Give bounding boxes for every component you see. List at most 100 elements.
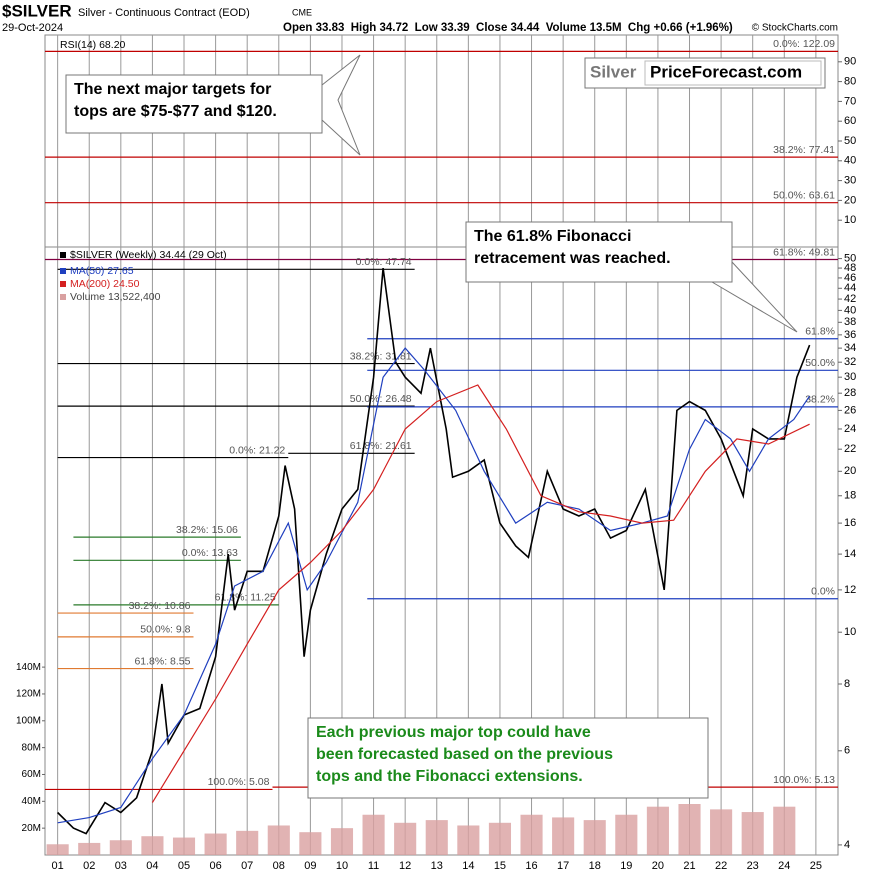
rsi-tick-label: 80 [844, 76, 856, 88]
y2-tick-label: 20M [22, 823, 41, 834]
rsi-tick-label: 90 [844, 56, 856, 68]
volume-bar [615, 814, 638, 855]
x-tick-label: 19 [620, 860, 632, 872]
volume-bar [236, 830, 259, 855]
x-tick-label: 05 [178, 860, 190, 872]
volume-bar [773, 806, 796, 855]
series-line [151, 384, 810, 803]
x-tick-label: 24 [778, 860, 790, 872]
callout-text: tops and the Fibonacci extensions. [316, 768, 583, 785]
rsi-tick-label: 10 [844, 214, 856, 226]
volume-bar [488, 822, 512, 855]
exchange: CME [292, 7, 312, 17]
series-line [57, 347, 811, 824]
volume-bar [678, 804, 701, 855]
volume-bar [46, 844, 69, 855]
logo-left: Silver [590, 62, 637, 81]
y-tick-label: 14 [844, 548, 856, 560]
y-tick-label: 38 [844, 316, 856, 328]
rsi-label: RSI(14) 68.20 [60, 39, 126, 51]
fib-label: 38.2%: 15.06 [176, 524, 238, 536]
fib-label: 0.0% [811, 586, 835, 598]
y-tick-label: 40 [844, 304, 856, 316]
rsi-tick-label: 20 [844, 194, 856, 206]
callout-box [65, 74, 323, 134]
volume-bar [330, 828, 354, 855]
fib-label: 38.2% [805, 394, 835, 406]
x-tick-label: 15 [494, 860, 506, 872]
y-tick-label: 34 [844, 342, 856, 354]
fib-label: 50.0% [805, 357, 835, 369]
volume-bar [204, 833, 227, 855]
volume-bar [362, 814, 385, 855]
y2-tick-label: 60M [22, 769, 41, 780]
y2-tick-label: 100M [16, 715, 41, 726]
callout-text: tops are $75-$77 and $120. [74, 103, 277, 120]
y-tick-label: 16 [844, 517, 856, 529]
x-tick-label: 01 [52, 860, 64, 872]
x-tick-label: 10 [336, 860, 348, 872]
fib-label: 61.8% [805, 326, 835, 338]
legend-swatch [60, 294, 66, 300]
callout-box [307, 717, 709, 799]
x-tick-label: 14 [462, 860, 474, 872]
y-tick-label: 32 [844, 356, 856, 368]
x-tick-label: 03 [115, 860, 127, 872]
callout-arrow [321, 54, 361, 156]
logo-inner [644, 60, 822, 86]
volume-bar [741, 812, 764, 855]
x-tick-label: 09 [304, 860, 316, 872]
y-tick-label: 24 [844, 423, 856, 435]
y-tick-label: 36 [844, 329, 856, 341]
x-tick-label: 23 [747, 860, 759, 872]
y2-tick-label: 80M [22, 742, 41, 753]
x-tick-label: 07 [241, 860, 253, 872]
callout-text: retracement was reached. [474, 250, 671, 267]
volume-bar [583, 820, 606, 855]
logo-right: PriceForecast.com [650, 62, 802, 81]
fib-label: 0.0%: 122.09 [773, 38, 835, 50]
rsi-tick-label: 30 [844, 175, 856, 187]
y-tick-label: 8 [844, 678, 850, 690]
callout-text: been forecasted based on the previous [316, 746, 613, 763]
description: Silver - Continuous Contract (EOD) [78, 7, 250, 19]
legend-swatch [60, 252, 66, 258]
fib-label: 38.2%: 10.86 [129, 600, 191, 612]
y-tick-label: 48 [844, 262, 856, 274]
volume-bar [425, 820, 448, 855]
x-tick-label: 16 [525, 860, 537, 872]
fib-label: 38.2%: 77.41 [773, 144, 835, 156]
rsi-tick-label: 70 [844, 95, 856, 107]
date: 29-Oct-2024 [2, 22, 63, 34]
y-tick-label: 26 [844, 404, 856, 416]
x-tick-label: 02 [83, 860, 95, 872]
copyright: © StockCharts.com [752, 23, 838, 34]
volume-bar [141, 836, 164, 855]
volume-bar [267, 825, 290, 855]
x-tick-label: 22 [715, 860, 727, 872]
fib-label: 61.8%: 49.81 [773, 246, 835, 258]
volume-bar [646, 806, 669, 855]
y2-tick-label: 120M [16, 689, 41, 700]
rsi-tick-label: 50 [844, 135, 856, 147]
x-tick-label: 17 [557, 860, 569, 872]
x-tick-label: 08 [273, 860, 285, 872]
volume-bar [552, 817, 575, 855]
y-tick-label: 30 [844, 371, 856, 383]
volume-bar [710, 809, 733, 855]
volume-bar [78, 842, 101, 855]
y-tick-label: 10 [844, 626, 856, 638]
fib-label: 61.8%: 21.61 [350, 440, 412, 452]
y-tick-label: 22 [844, 443, 856, 455]
fib-label: 61.8%: 8.55 [134, 655, 190, 667]
x-tick-label: 06 [209, 860, 221, 872]
y-tick-label: 6 [844, 745, 850, 757]
callout-box [465, 221, 733, 283]
volume-bar [109, 840, 132, 855]
x-tick-label: 12 [399, 860, 411, 872]
x-tick-label: 25 [810, 860, 822, 872]
x-tick-label: 21 [683, 860, 695, 872]
fib-label: 100.0%: 5.13 [773, 774, 835, 786]
fib-label: 50.0%: 63.61 [773, 189, 835, 201]
